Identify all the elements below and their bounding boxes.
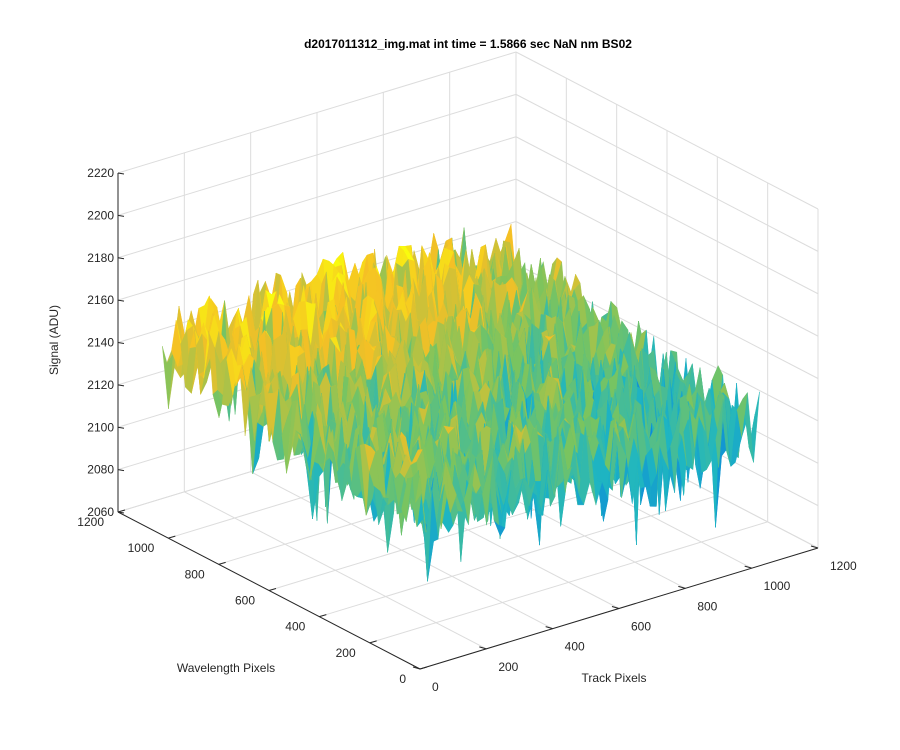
y-tick-mark [319, 614, 327, 618]
y-tick-mark [218, 561, 226, 565]
z-tick-label: 2100 [87, 420, 114, 434]
z-tick-label: 2140 [87, 336, 114, 350]
x-tick-mark [545, 626, 553, 630]
wall-gridline-z [515, 93, 819, 252]
z-tick-mark [117, 214, 125, 217]
y-tick-label: 0 [399, 672, 406, 686]
y-tick-label: 1000 [128, 541, 155, 555]
y-tick-label: 200 [336, 646, 356, 660]
x-tick-mark [412, 666, 421, 670]
x-tick-mark [611, 606, 620, 609]
y-tick-label: 600 [235, 594, 255, 608]
wall-gridline-z [515, 221, 819, 379]
wall-gridline-z [515, 136, 819, 295]
chart-title: d2017011312_img.mat int time = 1.5866 se… [304, 37, 632, 51]
wall-gridline-z [515, 51, 819, 210]
z-tick-mark [117, 257, 125, 260]
x-tick-label: 600 [631, 620, 651, 634]
z-tick-label: 2180 [87, 251, 114, 265]
y-tick-label: 1200 [77, 515, 104, 529]
z-tick-mark [117, 299, 125, 302]
x-tick-mark [810, 545, 819, 549]
y-tick-mark [369, 640, 377, 644]
z-tick-label: 2080 [87, 463, 114, 477]
surface-cell [415, 474, 427, 533]
tick-labels: 2060 2080 2100 2120 2140 2160 2180 2200 2220 0 200… [77, 166, 857, 694]
y-tick-label: 800 [185, 567, 205, 581]
x-tick-label: 0 [432, 680, 439, 694]
x-tick-label: 400 [565, 640, 585, 654]
z-tick-label: 2060 [87, 505, 114, 519]
y-tick-mark [268, 588, 277, 591]
y-axis-label: Wavelength Pixels [177, 661, 275, 675]
z-axis-label: Signal (ADU) [47, 305, 61, 375]
floor-gridline-y [369, 521, 768, 644]
z-tick-mark [117, 342, 125, 344]
x-tick-label: 1200 [830, 559, 857, 573]
y-tick-mark [168, 535, 176, 539]
floor-gridline-y [319, 495, 718, 618]
wall-gridline-z [117, 136, 517, 259]
wall-gridline-z [117, 178, 517, 301]
z-tick-mark [117, 469, 125, 472]
z-tick-mark [117, 426, 125, 429]
x-tick-mark [479, 646, 487, 650]
z-tick-label: 2160 [87, 293, 114, 307]
z-tick-label: 2120 [87, 378, 114, 392]
y-tick-mark [419, 666, 428, 670]
z-tick-mark [117, 384, 125, 387]
x-tick-label: 800 [697, 599, 717, 613]
wall-gridline-z [117, 93, 517, 216]
x-tick-mark [744, 565, 752, 569]
wall-gridline-z [515, 178, 819, 337]
z-tick-mark [117, 172, 125, 175]
x-tick-label: 1000 [764, 579, 791, 593]
x-tick-mark [678, 585, 686, 589]
x-axis-label: Track Pixels [582, 671, 647, 685]
z-tick-label: 2200 [87, 208, 114, 222]
data-surface [162, 224, 760, 582]
z-tick-label: 2220 [87, 166, 114, 180]
x-tick-label: 200 [498, 660, 518, 674]
y-tick-mark [117, 509, 126, 513]
wall-gridline-z [117, 51, 517, 174]
y-tick-label: 400 [285, 620, 305, 634]
